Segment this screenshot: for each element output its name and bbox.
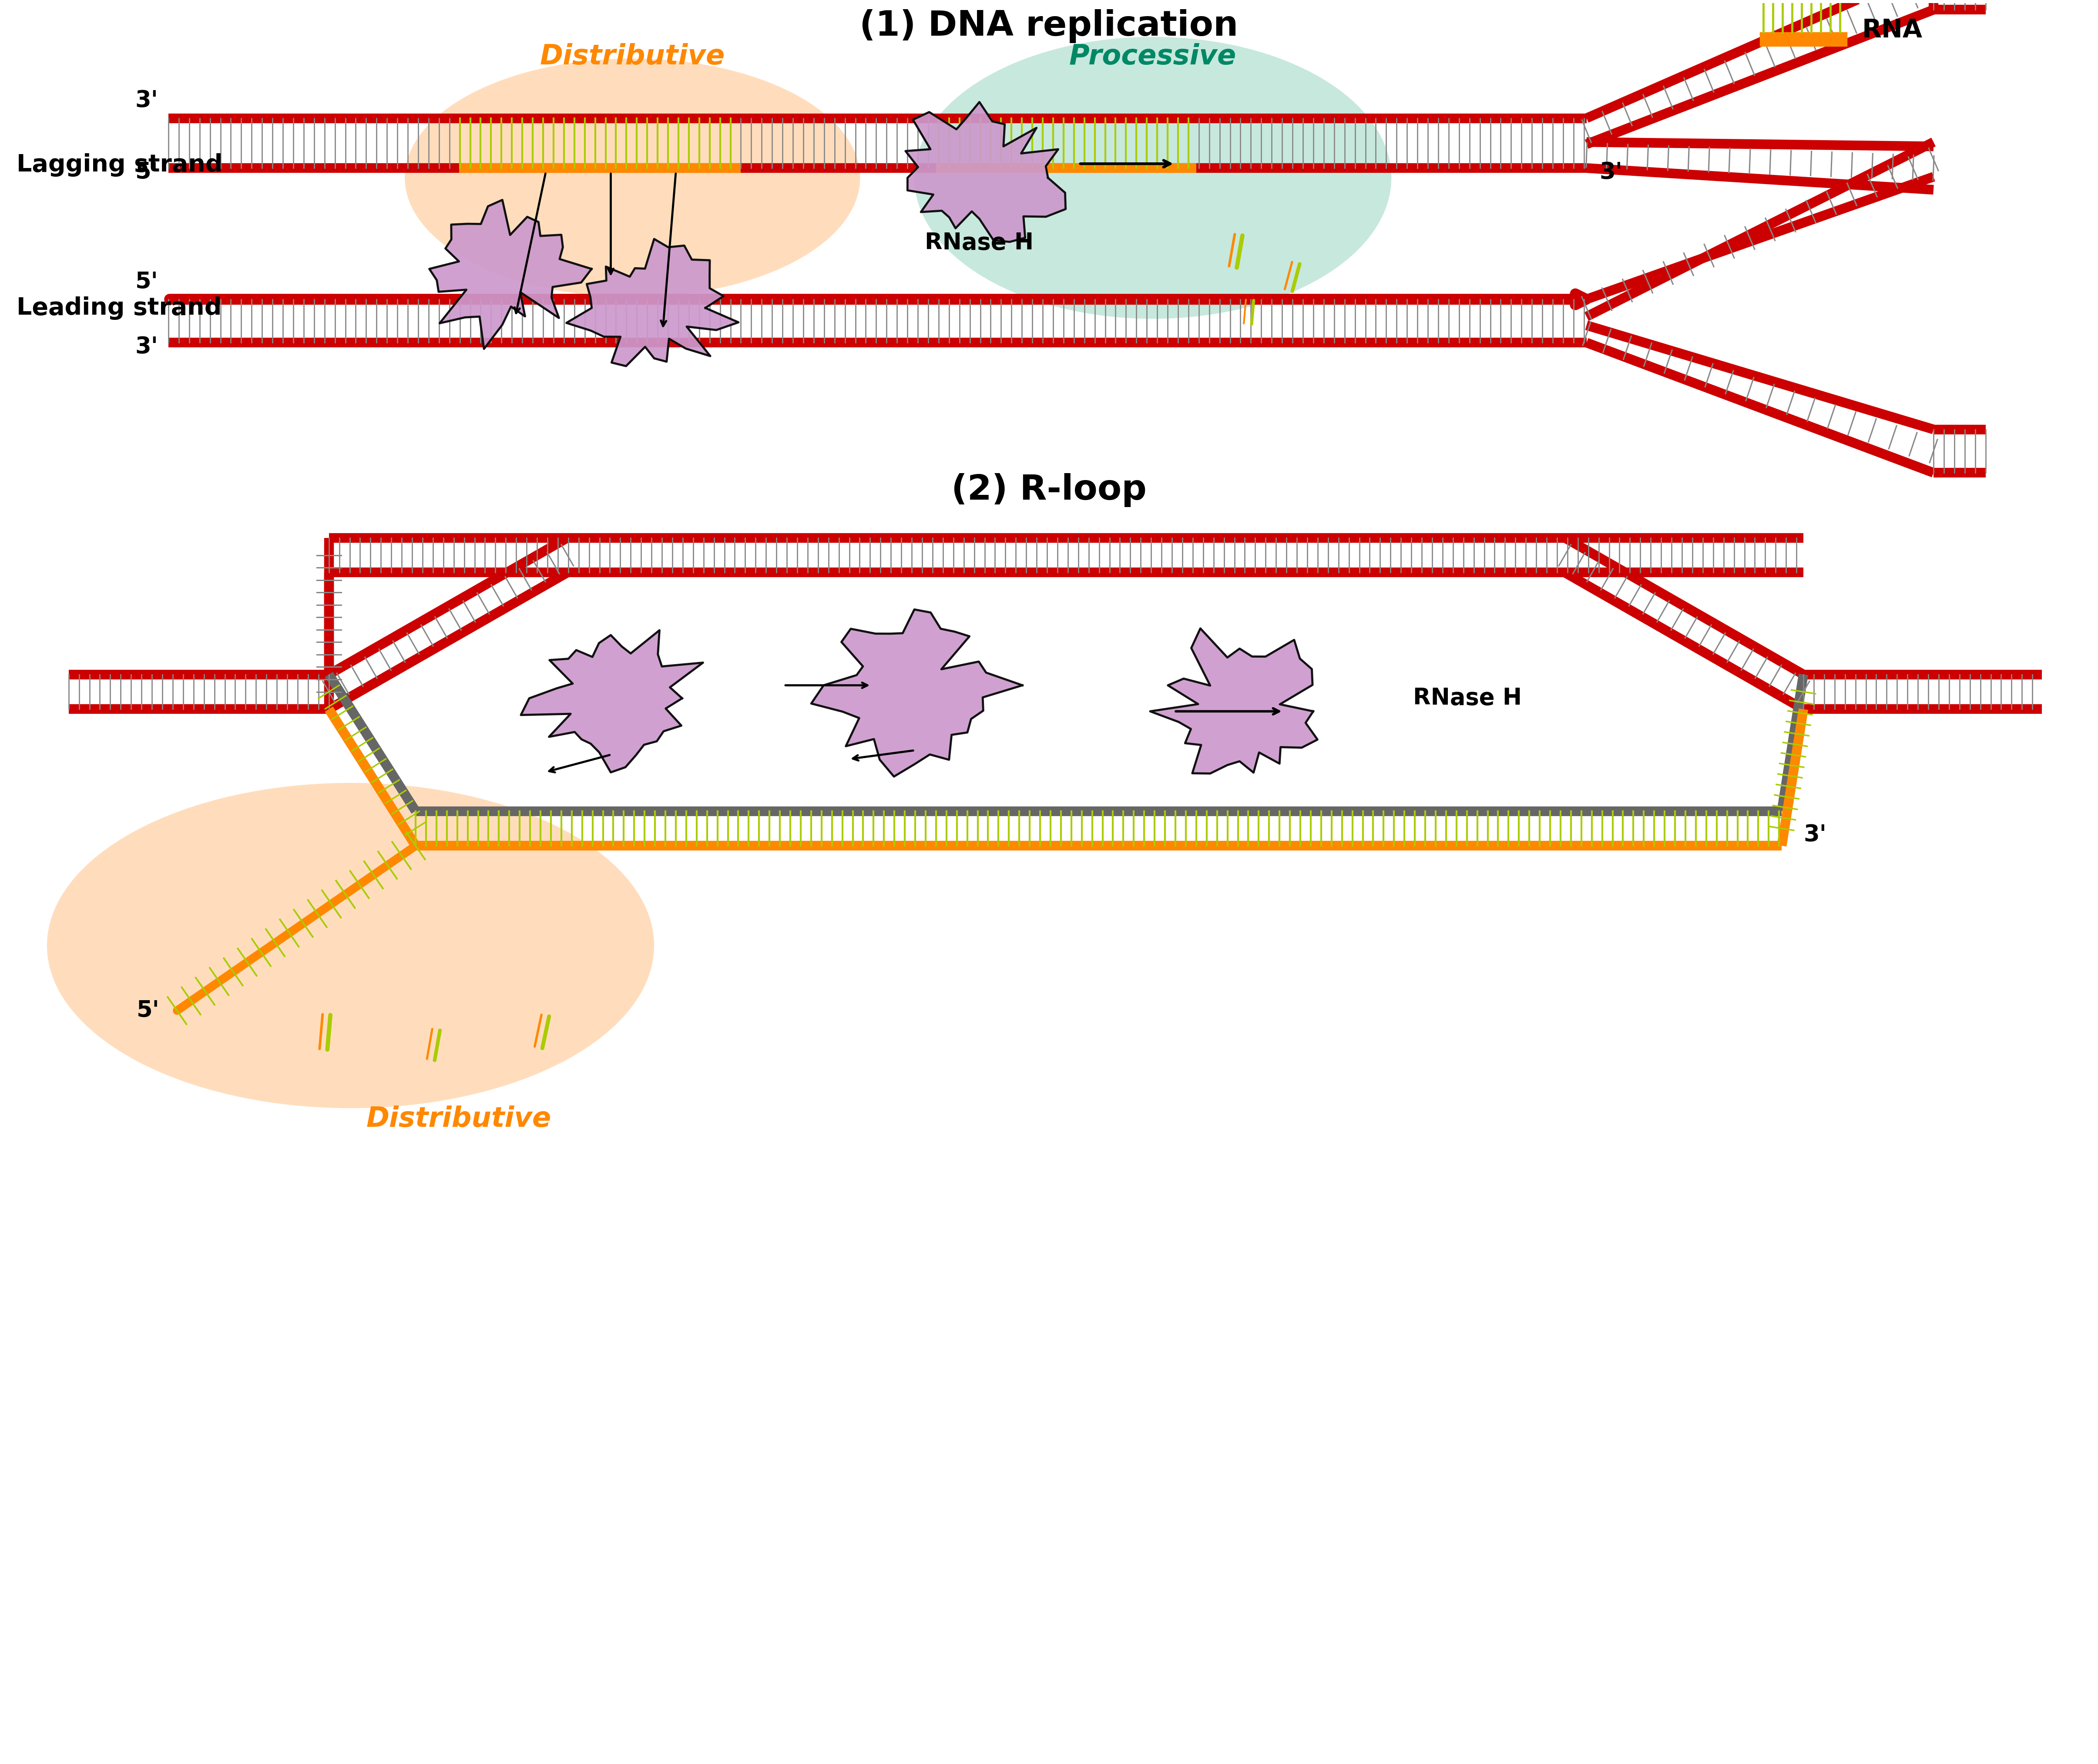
Text: RNase H: RNase H (1414, 686, 1521, 709)
Text: 5': 5' (134, 161, 157, 183)
Ellipse shape (915, 37, 1391, 319)
Polygon shape (520, 630, 703, 773)
Text: 5': 5' (136, 998, 159, 1021)
Text: (1) DNA replication: (1) DNA replication (860, 9, 1238, 42)
Polygon shape (566, 238, 738, 367)
Text: Lagging strand: Lagging strand (17, 153, 222, 176)
Polygon shape (430, 199, 592, 349)
Text: Distributive: Distributive (539, 42, 726, 71)
Text: 3': 3' (1599, 161, 1622, 183)
Text: RNase H: RNase H (925, 231, 1034, 254)
Text: 3': 3' (134, 90, 157, 113)
Text: Distributive: Distributive (367, 1106, 552, 1132)
Polygon shape (1150, 628, 1318, 773)
Polygon shape (812, 610, 1022, 776)
Text: (2) R-loop: (2) R-loop (950, 473, 1146, 506)
Bar (1760, 32, 1846, 46)
Ellipse shape (46, 783, 655, 1108)
Text: Processive: Processive (1070, 42, 1236, 71)
Polygon shape (906, 102, 1066, 242)
Ellipse shape (405, 58, 860, 296)
Text: RNA: RNA (1861, 18, 1922, 42)
Text: 5': 5' (134, 270, 157, 293)
Text: 3': 3' (134, 335, 157, 358)
Text: Leading strand: Leading strand (17, 296, 222, 319)
Text: 3': 3' (1804, 824, 1827, 847)
